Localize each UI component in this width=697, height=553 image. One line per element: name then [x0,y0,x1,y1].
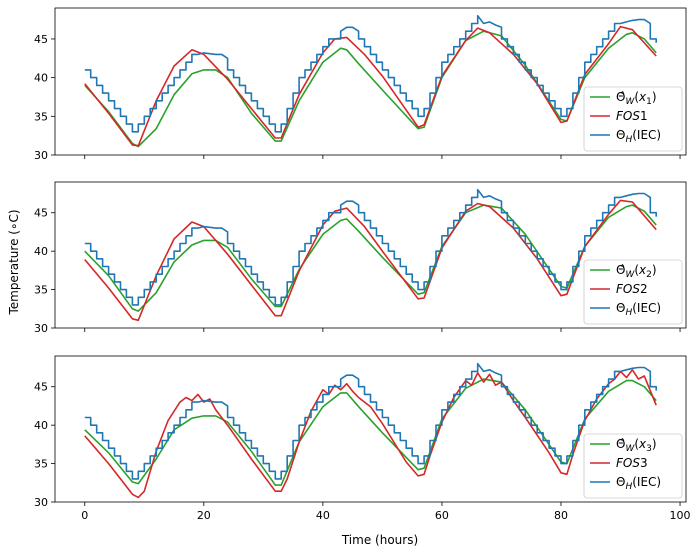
y-tick-label: 45 [34,207,48,220]
x-tick-label: 0 [81,509,88,522]
y-tick-label: 30 [34,149,48,162]
legend-label: Θ̂W(x3) [616,437,657,454]
y-axis-label: Temperature (∘C) [7,209,21,315]
legend: Θ̂W(x3) FOS3 ΘH(IEC) [583,433,683,499]
legend-label: FOS2 [616,282,648,296]
x-tick-label: 60 [435,509,449,522]
legend-label: ΘH(IEC) [616,128,661,145]
panel-2: 30 35 40 45 Θ̂W(x2) FOS2 ΘH(IEC) [34,181,687,335]
panel-1: 30 35 40 45 Θ̂W(x1) FOS1 ΘH(IEC) [34,7,687,162]
y-tick-label: 30 [34,322,48,335]
y-tick-label: 35 [34,284,48,297]
x-tick-label: 20 [197,509,211,522]
legend-label: Θ̂W(x2) [616,263,657,280]
series-line-fos2 [84,199,657,322]
panel-3: 30 35 40 45 0 20 40 60 80 100 Θ̂W(x3) FOS3 ΘH(IEC) [34,355,691,522]
y-tick-label: 45 [34,381,48,394]
series-group [84,14,657,148]
x-axis-label: Time (hours) [341,533,418,547]
legend-label: ΘH(IEC) [616,475,661,492]
y-tick-label: 30 [34,496,48,509]
legend: Θ̂W(x1) FOS1 ΘH(IEC) [583,86,683,152]
y-tick-label: 40 [34,245,48,258]
legend: Θ̂W(x2) FOS2 ΘH(IEC) [583,259,683,325]
axes-frame [54,181,687,329]
y-tick-label: 40 [34,72,48,85]
legend-label: FOS3 [616,456,648,470]
series-line-hiec [84,188,657,306]
axes-frame [54,7,687,156]
axes-frame [54,355,687,503]
y-tick-label: 35 [34,110,48,123]
series-line-hiec [84,14,657,133]
series-line-fos1 [84,25,657,147]
series-group [84,188,657,322]
series-group [84,362,657,499]
x-tick-label: 100 [670,509,691,522]
series-line-hiec [84,362,657,480]
panels: 30 35 40 45 Θ̂W(x1) FOS1 ΘH(IEC) 30 35 40 45 Θ̂W(x2… [34,7,691,522]
x-tick-label: 40 [316,509,330,522]
y-tick-label: 40 [34,419,48,432]
legend-label: Θ̂W(x1) [616,90,657,107]
x-tick-label: 80 [554,509,568,522]
legend-label: FOS1 [616,109,648,123]
y-tick-label: 45 [34,33,48,46]
y-tick-label: 35 [34,458,48,471]
legend-label: ΘH(IEC) [616,301,661,318]
